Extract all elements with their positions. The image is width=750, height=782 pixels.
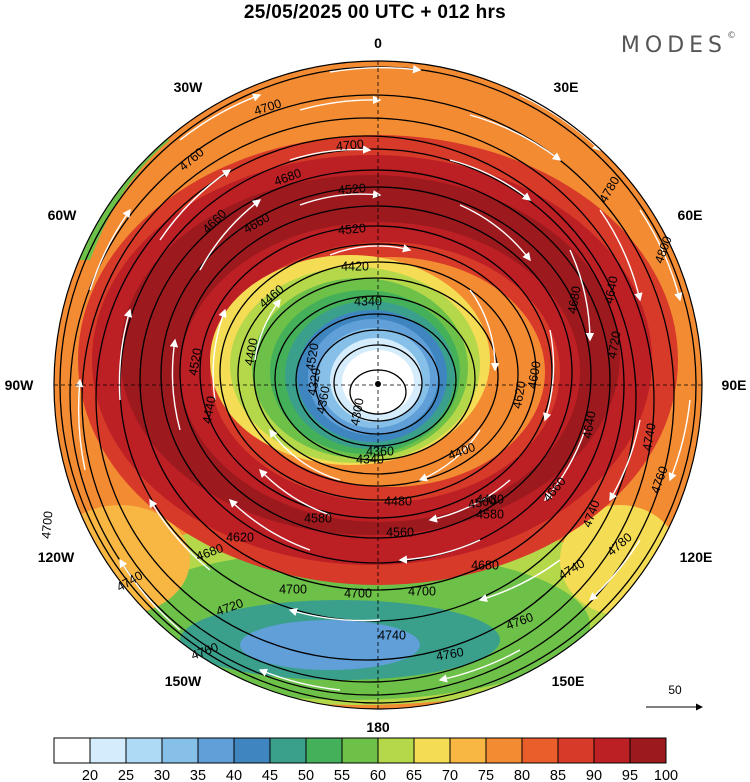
contour-label: 4740 [378, 628, 406, 642]
colorbar-tick-label: 65 [406, 768, 422, 782]
colorbar-tick-label: 80 [514, 768, 530, 782]
contour-label: 4680 [471, 558, 499, 572]
contour-label: 4340 [356, 452, 384, 466]
colorbar-swatch [557, 737, 595, 764]
contour-label: 4700 [279, 582, 307, 596]
colorbar-tick-label: 70 [442, 768, 458, 782]
colorbar-tick-label: 100 [654, 768, 678, 782]
contour-label: 4520 [186, 347, 205, 377]
contour-label: 4700 [335, 137, 364, 153]
contour-label: 4480 [476, 492, 504, 506]
colorbar-tick-label: 60 [370, 768, 386, 782]
contour-label: 4520 [337, 181, 366, 197]
colorbar-swatch [53, 737, 91, 764]
contour-label: 4520 [303, 342, 322, 372]
lon-label-60w: 60W [48, 207, 78, 223]
wind-reference: 50 [646, 683, 703, 711]
contour-label: 4500 [467, 493, 497, 512]
colorbar-tick-label: 30 [154, 768, 170, 782]
contour-label: 4360 [314, 385, 333, 415]
lon-label-60e: 60E [678, 207, 703, 223]
colorbar-swatch [485, 737, 523, 764]
modes-logo: MODES© [620, 31, 736, 58]
colorbar-swatch [377, 737, 415, 764]
contour-label: 4700 [408, 584, 436, 598]
contour-label: 4520 [337, 221, 366, 237]
contour-label: 4400 [242, 337, 261, 367]
colorbar-tick-label: 95 [622, 768, 638, 782]
lon-label-90e: 90E [722, 377, 747, 393]
chart-title: 25/05/2025 00 UTC + 012 hrs [243, 2, 507, 23]
lon-label-120e: 120E [680, 549, 713, 565]
colorbar-tick-label: 40 [226, 768, 242, 782]
lon-label-120w: 120W [38, 549, 75, 565]
colorbar-swatch [161, 737, 199, 764]
colorbar-swatch [449, 737, 487, 764]
colorbar-swatch [341, 737, 379, 764]
colorbar-tick-label: 75 [478, 768, 494, 782]
colorbar-swatch [269, 737, 307, 764]
colorbar-swatch [413, 737, 451, 764]
contour-label: 4620 [510, 380, 529, 410]
contour-label: 4700 [39, 510, 55, 539]
colorbar-tick-label: 20 [82, 768, 98, 782]
contour-label: 4580 [476, 507, 504, 521]
lon-label-30w: 30W [174, 79, 204, 95]
contour-label: 4760 [435, 645, 465, 664]
colorbar-tick-label: 85 [550, 768, 566, 782]
logo-mark: © [727, 31, 736, 41]
colorbar-swatch [521, 737, 559, 764]
colorbar-swatch [629, 737, 667, 764]
logo-text: MODES [620, 33, 727, 58]
longitude-labels: 0 180 30W 30E 60W 60E 90W 90E 120W 120E … [5, 35, 747, 735]
contour-label: 4640 [580, 410, 599, 440]
colorbar-swatch [197, 737, 235, 764]
wind-reference-label: 50 [668, 683, 682, 697]
contour-label: 4560 [386, 525, 414, 539]
contour-label: 4580 [304, 511, 332, 525]
lon-label-90w: 90W [5, 377, 35, 393]
colorbar: 20 25 30 35 40 45 50 55 60 65 70 75 80 85 90 95 100 [53, 737, 678, 782]
contour-label: 4680 [565, 285, 584, 315]
contour-label: 4480 [384, 494, 412, 508]
contour-label: 4440 [200, 395, 219, 425]
colorbar-swatch [593, 737, 631, 764]
colorbar-tick-label: 25 [118, 768, 134, 782]
contour-label: 4420 [341, 259, 369, 273]
contour-label: 4300 [348, 397, 367, 427]
colorbar-swatch [305, 737, 343, 764]
contour-label: 4640 [602, 275, 621, 305]
lon-label-30e: 30E [554, 79, 579, 95]
north-pole-dot [375, 381, 381, 387]
colorbar-tick-label: 35 [190, 768, 206, 782]
contour-label: 4700 [344, 586, 372, 600]
contour-label: 4340 [354, 294, 382, 308]
contour-label: 4720 [605, 330, 624, 360]
contour-label: 4360 [366, 444, 394, 458]
contour-label: 4620 [226, 530, 254, 544]
lon-label-150w: 150W [165, 673, 202, 689]
wind-vectors [75, 64, 691, 691]
colorbar-tick-label: 90 [586, 768, 602, 782]
wind-speed-field [54, 61, 702, 709]
colorbar-swatch [125, 737, 163, 764]
colorbar-tick-label: 50 [298, 768, 314, 782]
colorbar-swatch [233, 737, 271, 764]
colorbar-swatch [89, 737, 127, 764]
contour-label: 4320 [305, 367, 324, 397]
lon-label-0: 0 [374, 35, 382, 51]
contour-label: 4600 [525, 360, 544, 390]
colorbar-tick-label: 55 [334, 768, 350, 782]
colorbar-tick-label: 45 [262, 768, 278, 782]
contour-label: 4740 [640, 422, 659, 452]
lon-label-150e: 150E [552, 673, 585, 689]
lon-label-180: 180 [366, 719, 390, 735]
map-boundary [53, 60, 703, 710]
